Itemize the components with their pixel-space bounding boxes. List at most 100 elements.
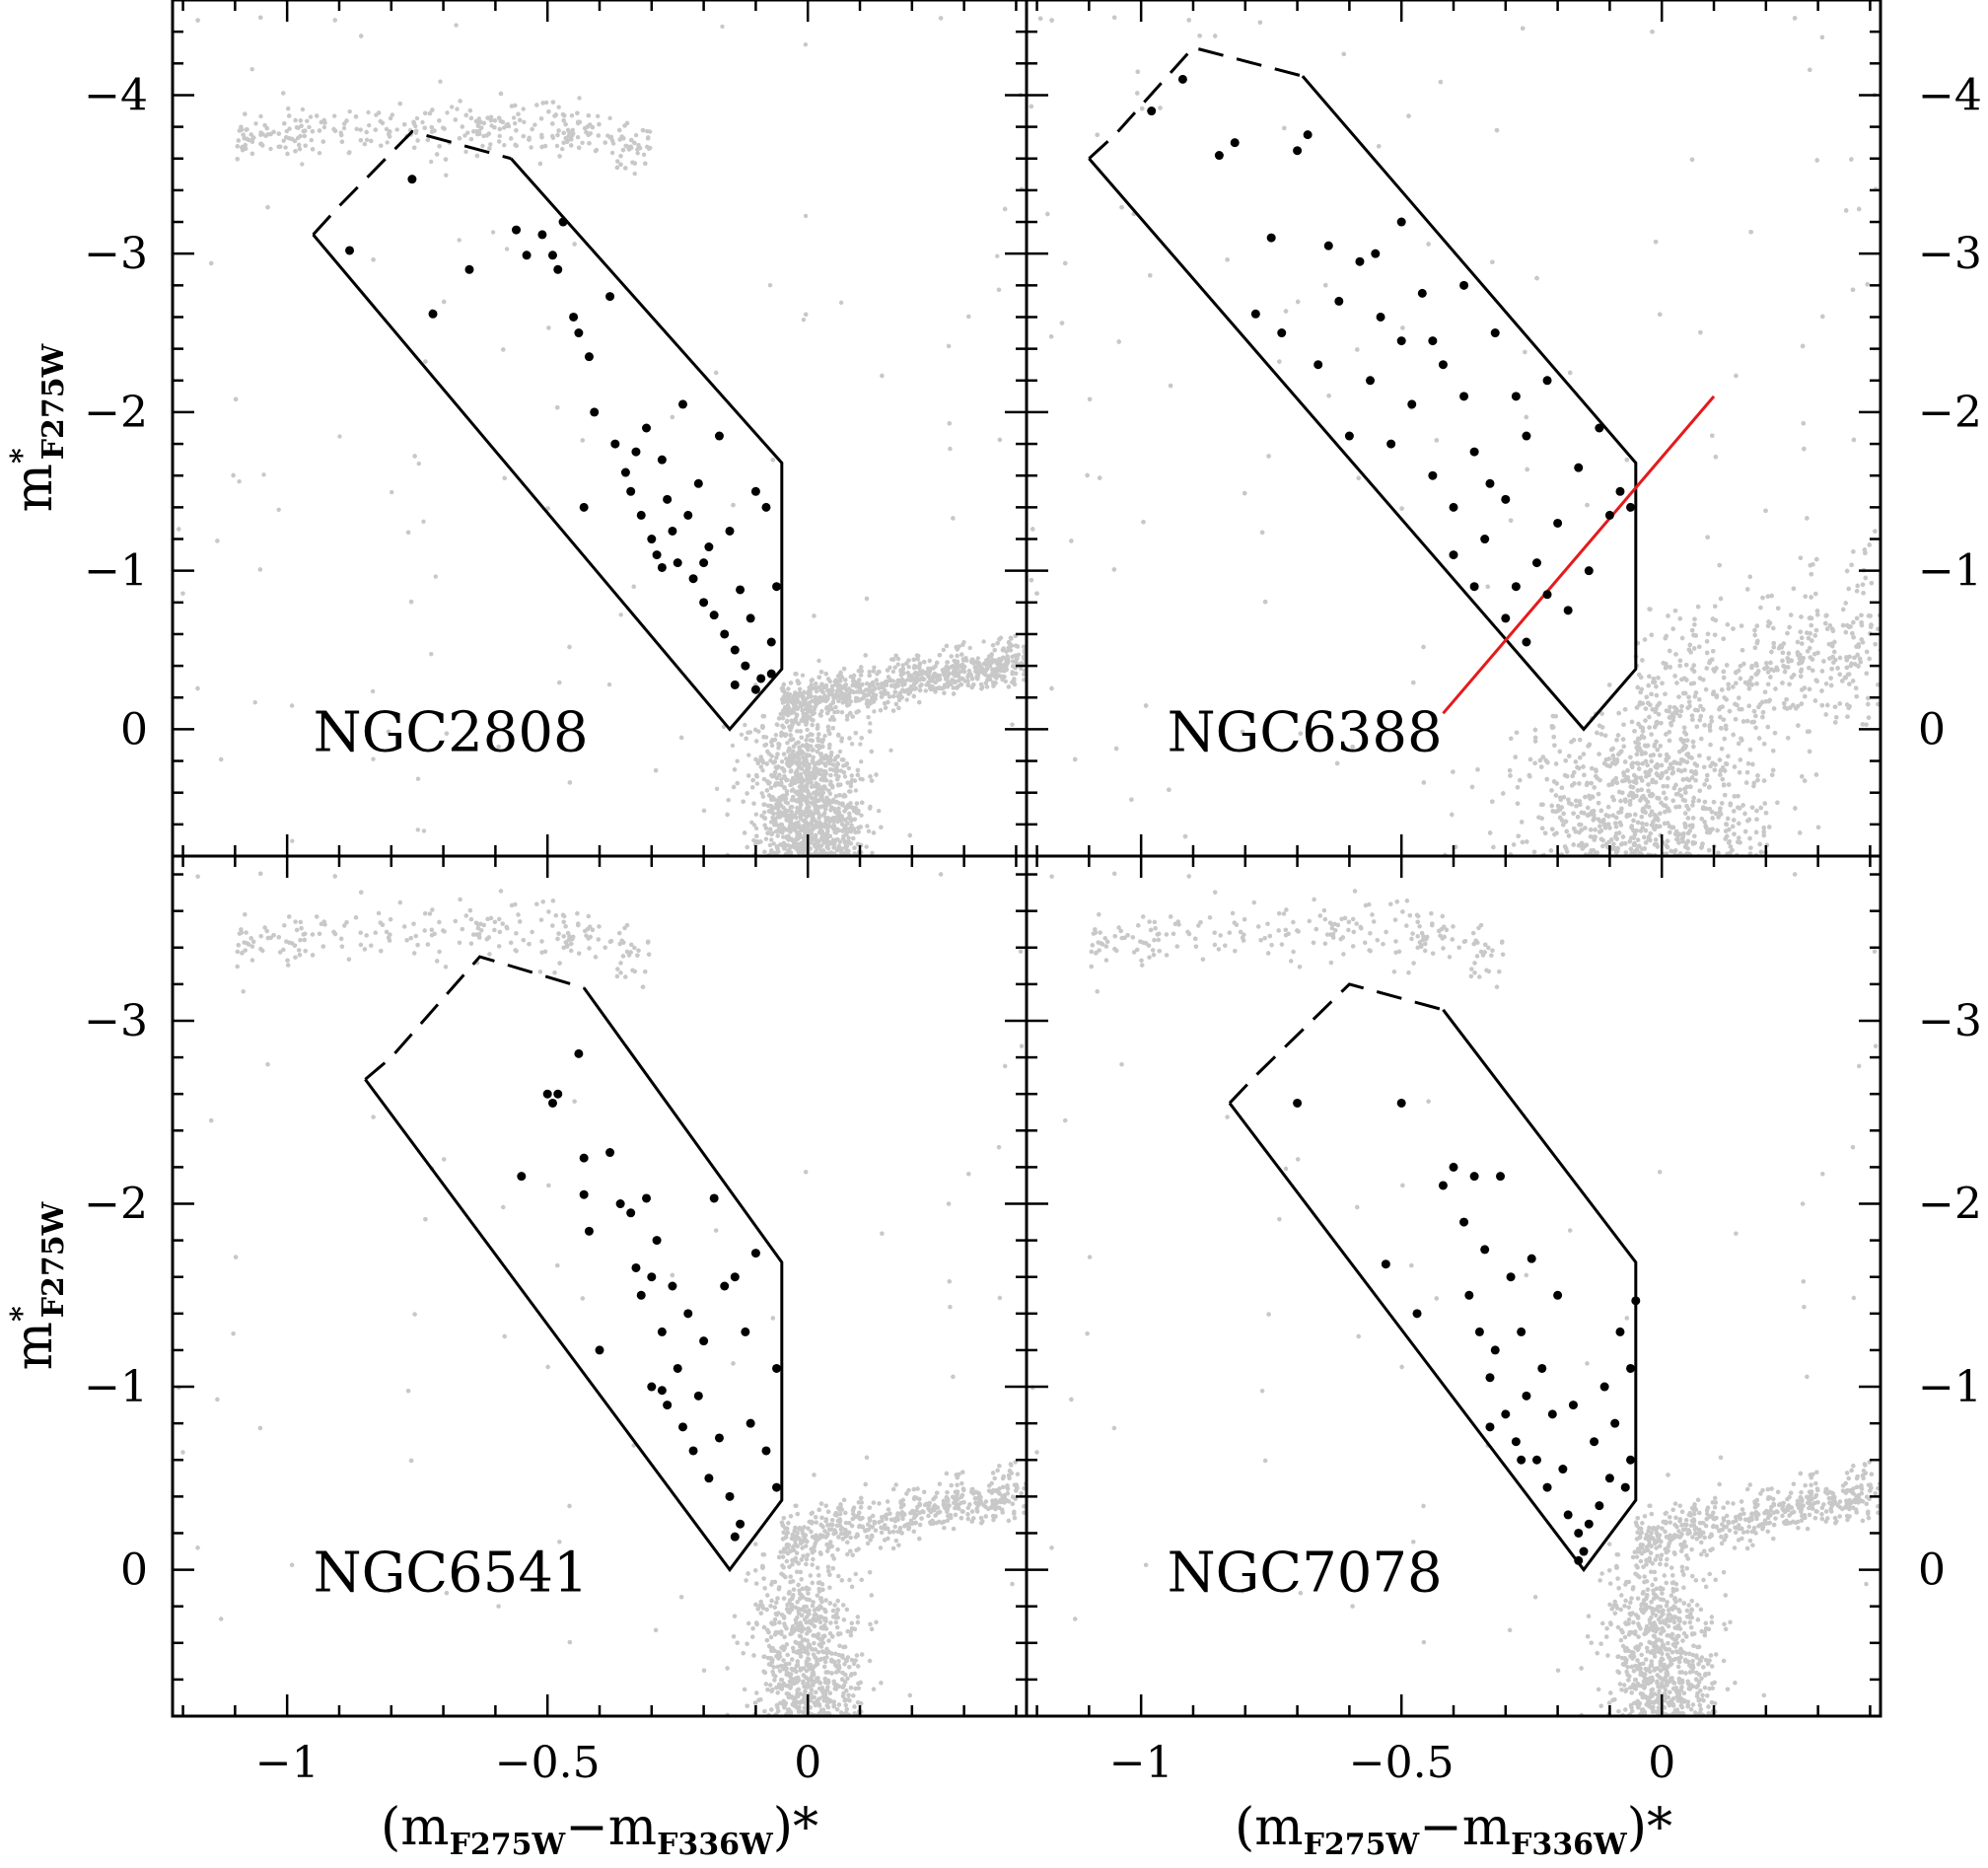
field-star <box>804 906 808 910</box>
field-star <box>812 915 816 919</box>
field-star <box>870 922 874 926</box>
field-star <box>820 1021 824 1025</box>
field-star <box>781 878 785 882</box>
field-star <box>764 826 768 830</box>
field-star <box>807 945 811 949</box>
field-star <box>856 955 860 959</box>
field-star <box>846 916 850 920</box>
field-star <box>839 912 843 916</box>
field-star <box>781 887 785 891</box>
field-star <box>825 909 829 913</box>
field-star <box>842 925 846 929</box>
field-star <box>801 945 805 949</box>
field-star <box>845 886 849 890</box>
field-star <box>823 860 827 864</box>
field-star <box>1030 670 1034 674</box>
field-star <box>277 508 281 512</box>
field-star <box>840 868 844 872</box>
field-star <box>818 949 822 953</box>
field-star <box>840 910 844 914</box>
field-star <box>839 1006 843 1010</box>
field-star <box>863 923 867 927</box>
field-star <box>779 881 783 885</box>
field-star <box>819 910 823 914</box>
field-star <box>780 950 784 954</box>
field-star <box>845 926 849 930</box>
field-star <box>879 959 883 963</box>
field-star <box>898 951 902 955</box>
field-star <box>761 795 765 799</box>
field-star <box>828 891 832 895</box>
field-star <box>832 757 836 761</box>
field-star <box>806 922 810 926</box>
field-star <box>813 909 816 913</box>
field-star <box>768 827 772 831</box>
field-star <box>918 661 922 665</box>
field-star <box>831 902 835 906</box>
field-star <box>798 884 802 888</box>
field-star <box>834 969 838 972</box>
field-star <box>780 951 784 955</box>
field-star <box>555 144 559 148</box>
field-star <box>826 983 830 987</box>
field-star <box>826 960 830 964</box>
field-star <box>831 936 835 940</box>
field-star <box>877 670 881 674</box>
field-star <box>832 997 836 1001</box>
field-star <box>805 952 809 956</box>
field-star <box>842 877 846 881</box>
field-star <box>821 917 825 921</box>
field-star <box>798 909 802 913</box>
field-star <box>798 687 802 691</box>
field-star <box>835 902 839 906</box>
field-star <box>950 654 954 658</box>
field-star <box>743 723 746 727</box>
field-star <box>966 315 970 319</box>
field-star <box>619 612 623 616</box>
field-star <box>1037 649 1041 653</box>
field-star <box>836 1003 840 1007</box>
field-star <box>1030 658 1034 662</box>
field-star <box>808 893 812 897</box>
field-star <box>801 865 805 869</box>
field-star <box>850 897 854 900</box>
field-star <box>839 1006 843 1010</box>
field-star <box>784 981 788 985</box>
field-star <box>359 127 363 131</box>
field-star <box>819 876 823 880</box>
field-star <box>835 902 839 906</box>
field-star <box>795 858 799 862</box>
field-star <box>846 872 850 876</box>
field-star <box>615 159 619 163</box>
field-star <box>1028 656 1031 660</box>
field-star <box>809 927 813 931</box>
field-star <box>826 938 830 942</box>
field-star <box>810 918 814 922</box>
field-star <box>817 970 821 973</box>
field-star <box>777 866 781 870</box>
field-star <box>771 868 775 872</box>
field-star <box>821 938 825 942</box>
field-star <box>853 956 857 960</box>
field-star <box>802 858 806 862</box>
field-star <box>791 861 795 865</box>
field-star <box>855 887 859 891</box>
field-star <box>827 899 831 903</box>
field-star <box>839 989 843 993</box>
field-star <box>828 867 832 871</box>
field-star <box>879 959 883 963</box>
field-star <box>855 900 859 904</box>
field-star <box>807 903 811 907</box>
field-star <box>843 868 847 872</box>
field-star <box>795 882 799 886</box>
field-star <box>822 938 826 942</box>
field-star <box>1034 656 1038 660</box>
field-star <box>808 1020 812 1024</box>
field-star <box>823 867 827 871</box>
field-star <box>772 983 776 987</box>
field-star <box>800 1010 804 1014</box>
field-star <box>861 881 865 885</box>
field-star <box>851 919 855 923</box>
field-star <box>817 926 821 930</box>
field-star <box>746 753 750 756</box>
